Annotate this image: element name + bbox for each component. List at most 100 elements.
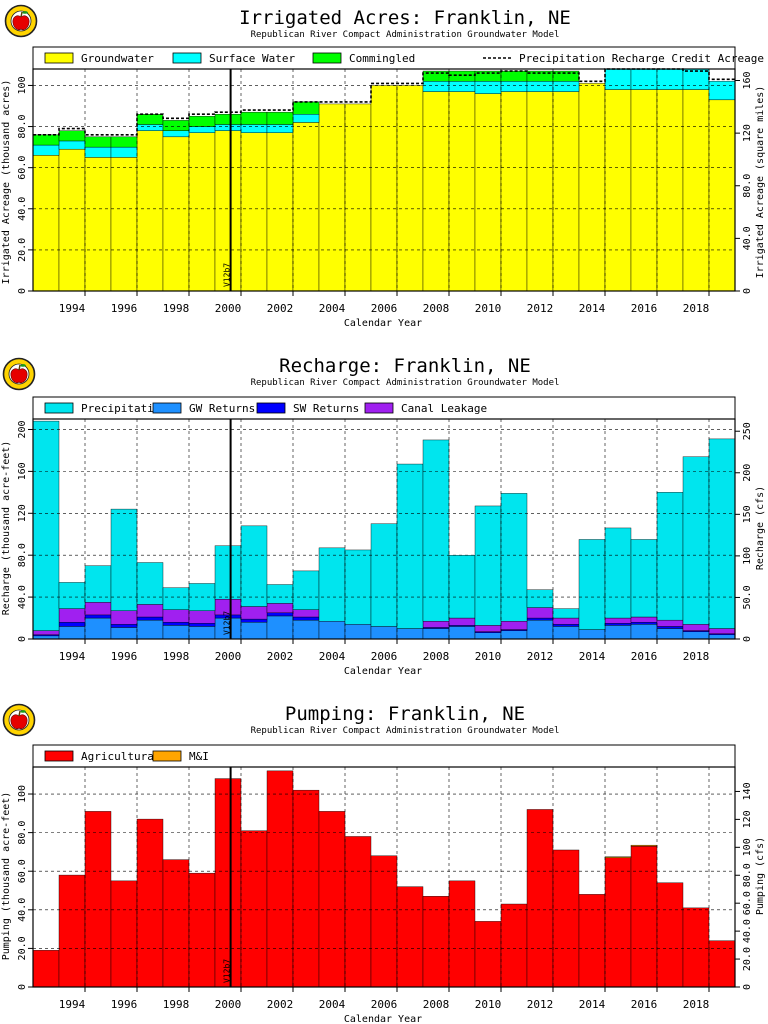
bar-segment	[292, 114, 320, 123]
bar-segment	[162, 859, 190, 988]
bar-segment	[526, 809, 554, 988]
plot-frame	[32, 766, 736, 988]
x-tick-label: 1994	[59, 998, 86, 1011]
bar-segment	[448, 91, 476, 292]
x-tick-label: 2004	[319, 650, 346, 663]
x-tick-label: 2010	[475, 302, 502, 315]
x-tick-label: 2004	[319, 302, 346, 315]
bar-segment	[162, 136, 190, 292]
bar-segment	[266, 615, 294, 640]
bar-segment	[188, 872, 216, 988]
y2-tick-label: 140	[742, 782, 753, 800]
y2-tick-label: 120	[742, 810, 753, 828]
credit-acreage-line	[33, 68, 735, 136]
bar-segment	[292, 616, 320, 621]
bar-segment	[422, 439, 450, 622]
y-tick-label: 20.0	[17, 238, 28, 262]
legend-swatch	[152, 402, 182, 414]
legend-label: SW Returns	[293, 402, 359, 415]
bar-segment	[162, 625, 190, 640]
bar-segment	[682, 89, 710, 292]
y-axis-label: Irrigated Acreage (thousand acres)	[1, 80, 12, 285]
y-tick-label: 0	[17, 984, 28, 990]
bar-segment	[474, 625, 502, 632]
x-tick-label: 2012	[527, 650, 554, 663]
chart-subtitle: Republican River Compact Administration …	[251, 30, 560, 40]
bar-segment	[32, 630, 60, 636]
x-tick-label: 2014	[579, 998, 606, 1011]
bar-segment	[344, 549, 372, 625]
bar-segment	[656, 619, 684, 627]
bar-segment	[396, 628, 424, 640]
bar-segment	[370, 855, 398, 988]
bar-segment	[32, 420, 60, 631]
bar-segment	[266, 770, 294, 988]
bar-segment	[188, 623, 216, 627]
bar-segment	[526, 81, 554, 92]
bar-segment	[136, 114, 164, 125]
bar-segment	[604, 617, 632, 624]
bar-segment	[84, 614, 112, 619]
legend-swatch	[312, 52, 342, 64]
y-axis-ticks: 0 20.0 40.0 60.0 80.0 100	[17, 76, 33, 294]
bar-segment	[448, 617, 476, 626]
bar-segment	[58, 148, 86, 292]
bar-segment	[500, 620, 528, 630]
x-tick-label: 2014	[579, 650, 606, 663]
bar-segment	[448, 880, 476, 988]
bar-segment	[292, 789, 320, 988]
bar-segment	[604, 857, 632, 988]
bar-segment	[84, 136, 112, 148]
bar-segment	[188, 626, 216, 640]
bar-segment	[110, 136, 138, 148]
bar-segment	[422, 628, 450, 640]
bar-segment	[292, 101, 320, 115]
legend-label: Canal Leakage	[401, 402, 487, 415]
bar-segment	[552, 849, 580, 988]
x-tick-label: 2016	[631, 650, 658, 663]
y2-tick-label: 0	[742, 288, 753, 294]
bar-segment	[136, 604, 164, 618]
y-tick-label: 100	[17, 785, 28, 803]
x-tick-label: 2008	[423, 302, 450, 315]
bar-segment	[682, 68, 710, 90]
bar-segment	[500, 493, 528, 622]
y2-tick-label: 80.0	[742, 174, 753, 198]
y2-axis-ticks: 0 20.0 40.0 60.0 80.0 100 120 140	[735, 782, 753, 990]
y2-tick-label: 250	[742, 422, 753, 440]
legend-swatch	[44, 402, 74, 414]
bar-segment	[292, 122, 320, 292]
x-tick-label: 2006	[371, 302, 398, 315]
bar-segment	[630, 89, 658, 292]
bar-segment	[630, 624, 658, 640]
irrigated-acres-chart: Irrigated Acres: Franklin, NE Republican…	[1, 4, 766, 329]
y2-tick-label: 20.0	[742, 947, 753, 971]
chart-legend: Agricultural M&I	[32, 744, 736, 768]
legend-label: Commingled	[349, 52, 415, 65]
x-tick-label: 2006	[371, 998, 398, 1011]
y2-axis-label: Pumping (cfs)	[755, 837, 766, 915]
x-tick-label: 1994	[59, 650, 86, 663]
bar-segment	[214, 778, 242, 988]
bar-segment	[448, 70, 476, 82]
recharge-chart: Recharge: Franklin, NE Republican River …	[1, 355, 766, 677]
x-tick-label: 2018	[683, 302, 710, 315]
bar-segment	[214, 124, 242, 131]
bar-segment	[58, 140, 86, 150]
y2-axis-label: Irrigated Acreage (square miles)	[755, 86, 766, 279]
bar-segment	[32, 155, 60, 292]
y-axis-ticks: 0 20.0 40.0 60.0 80.0 100	[17, 785, 33, 990]
bar-segment	[682, 624, 710, 631]
y-tick-label: 20.0	[17, 936, 28, 960]
x-axis-ticks: 1994 1996 1998 2000 2002 2004 2006 2008 2010 2012…	[59, 639, 710, 663]
y2-axis-ticks: 0 50.0 100 150 200 250	[735, 422, 753, 642]
model-version-label: V12b7	[223, 263, 232, 287]
bar-segment	[708, 940, 736, 988]
model-version-label: V12b7	[223, 959, 232, 983]
y-tick-label: 200	[17, 420, 28, 438]
bar-segment	[396, 463, 424, 629]
bar-segment	[110, 157, 138, 292]
bar-segment	[292, 619, 320, 640]
apple-logo-icon	[4, 4, 38, 38]
plot-frame	[32, 418, 736, 640]
